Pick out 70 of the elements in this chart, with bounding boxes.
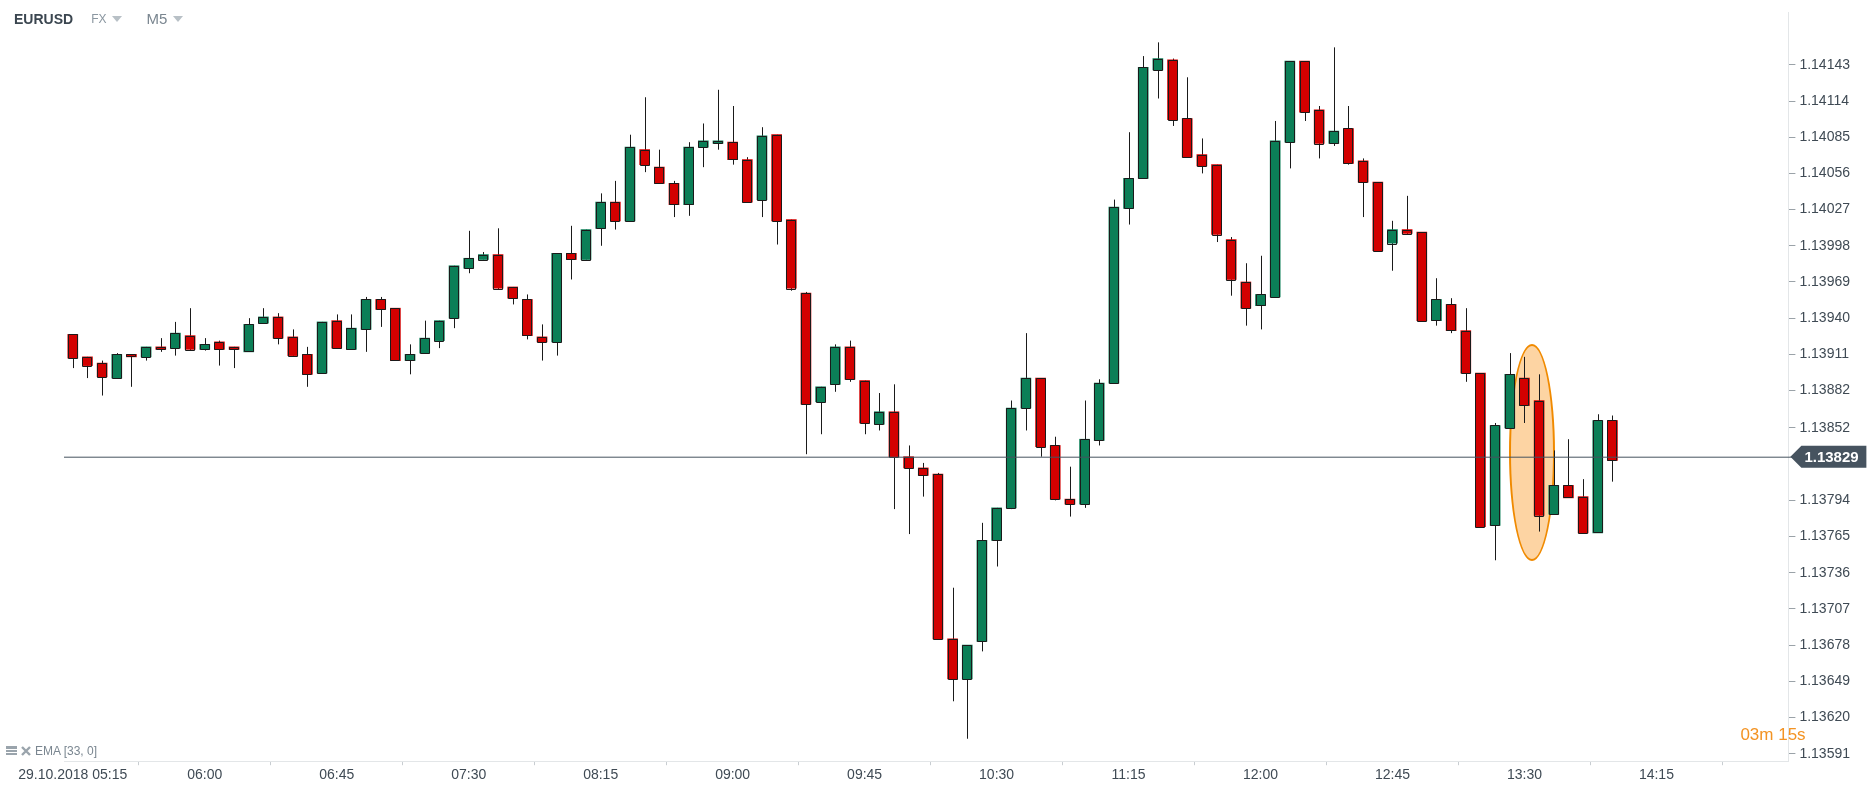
chart-title: EURUSD — [14, 10, 74, 27]
candlestick — [668, 180, 680, 218]
candlestick — [1328, 46, 1340, 147]
candlestick — [903, 444, 914, 535]
y-tick-label: 1.13969 — [1799, 272, 1851, 289]
candlestick — [272, 312, 284, 345]
candlestick — [873, 392, 885, 431]
candlestick — [214, 340, 225, 367]
candlestick — [1152, 41, 1164, 100]
y-tick-label: 1.13620 — [1799, 708, 1851, 725]
x-tick-label: 08:15 — [583, 766, 619, 783]
candlestick — [463, 230, 475, 274]
candlestick — [727, 105, 738, 166]
candlestick — [1255, 255, 1266, 330]
candlestick — [610, 180, 621, 231]
candlestick — [566, 225, 577, 280]
candlestick — [126, 353, 137, 388]
x-tick-label: 10:30 — [979, 766, 1015, 783]
x-tick-label: 07:30 — [451, 766, 487, 783]
annotation: FX — [91, 11, 107, 26]
candlestick — [1563, 438, 1574, 499]
y-tick-label: 1.13736 — [1799, 563, 1851, 580]
candlestick — [1196, 137, 1208, 174]
y-tick-label: 1.14114 — [1799, 91, 1850, 108]
y-tick-label: 1.14056 — [1799, 164, 1851, 181]
candlestick — [712, 89, 724, 151]
y-tick-label: 1.13852 — [1799, 418, 1851, 435]
candlestick — [1064, 466, 1076, 518]
y-tick-label: 1.13794 — [1799, 491, 1851, 508]
y-tick-label: 1.13765 — [1799, 527, 1851, 544]
x-tick-label: 09:00 — [715, 766, 751, 783]
y-tick-label: 1.13911 — [1799, 345, 1850, 362]
y-tick-label: 1.13882 — [1799, 381, 1851, 398]
y-tick-label: 1.13678 — [1799, 636, 1851, 652]
x-tick-label: 11:15 — [1111, 766, 1146, 783]
candlestick — [419, 320, 431, 354]
x-tick-label: 09:45 — [847, 766, 883, 783]
y-tick-label: 1.13707 — [1799, 599, 1851, 616]
y-tick-label: 1.14143 — [1799, 55, 1851, 72]
candlestick — [302, 346, 313, 388]
candlestick — [1431, 277, 1442, 327]
candlestick — [346, 313, 357, 350]
x-tick-label: 29.10.2018 05:15 — [18, 766, 128, 783]
x-tick-label: 13:30 — [1506, 766, 1543, 783]
y-tick-label: 1.14027 — [1799, 200, 1851, 217]
ref-line-label: 1.13829 — [1804, 447, 1859, 465]
candlestick — [170, 321, 181, 357]
y-tick-label: 1.14085 — [1799, 128, 1851, 145]
candlestick — [697, 122, 709, 168]
candlestick — [917, 462, 929, 498]
candlestick — [375, 296, 387, 328]
x-tick-label: 06:45 — [319, 766, 355, 783]
candlestick — [1357, 157, 1369, 218]
annotation: M5 — [146, 10, 168, 27]
y-tick-label: 1.13940 — [1799, 309, 1851, 326]
candlestick — [404, 343, 416, 375]
candlestick — [654, 149, 665, 184]
x-tick-label: 12:00 — [1242, 766, 1279, 783]
y-tick-label: 1.13998 — [1799, 236, 1851, 253]
y-tick-label: 1.13649 — [1799, 672, 1851, 689]
candlestick — [536, 323, 548, 362]
annotation: EMA [33, 0] — [35, 744, 98, 758]
x-tick-label: 14:15 — [1638, 766, 1675, 783]
y-tick-label: 1.13591 — [1799, 744, 1851, 761]
x-tick-label: 06:00 — [187, 766, 223, 783]
annotation: 03m 15s — [1740, 725, 1806, 746]
x-tick-label: 12:45 — [1374, 766, 1411, 783]
candlestick — [815, 386, 826, 435]
candlestick — [96, 360, 108, 397]
candlestick — [228, 346, 240, 369]
